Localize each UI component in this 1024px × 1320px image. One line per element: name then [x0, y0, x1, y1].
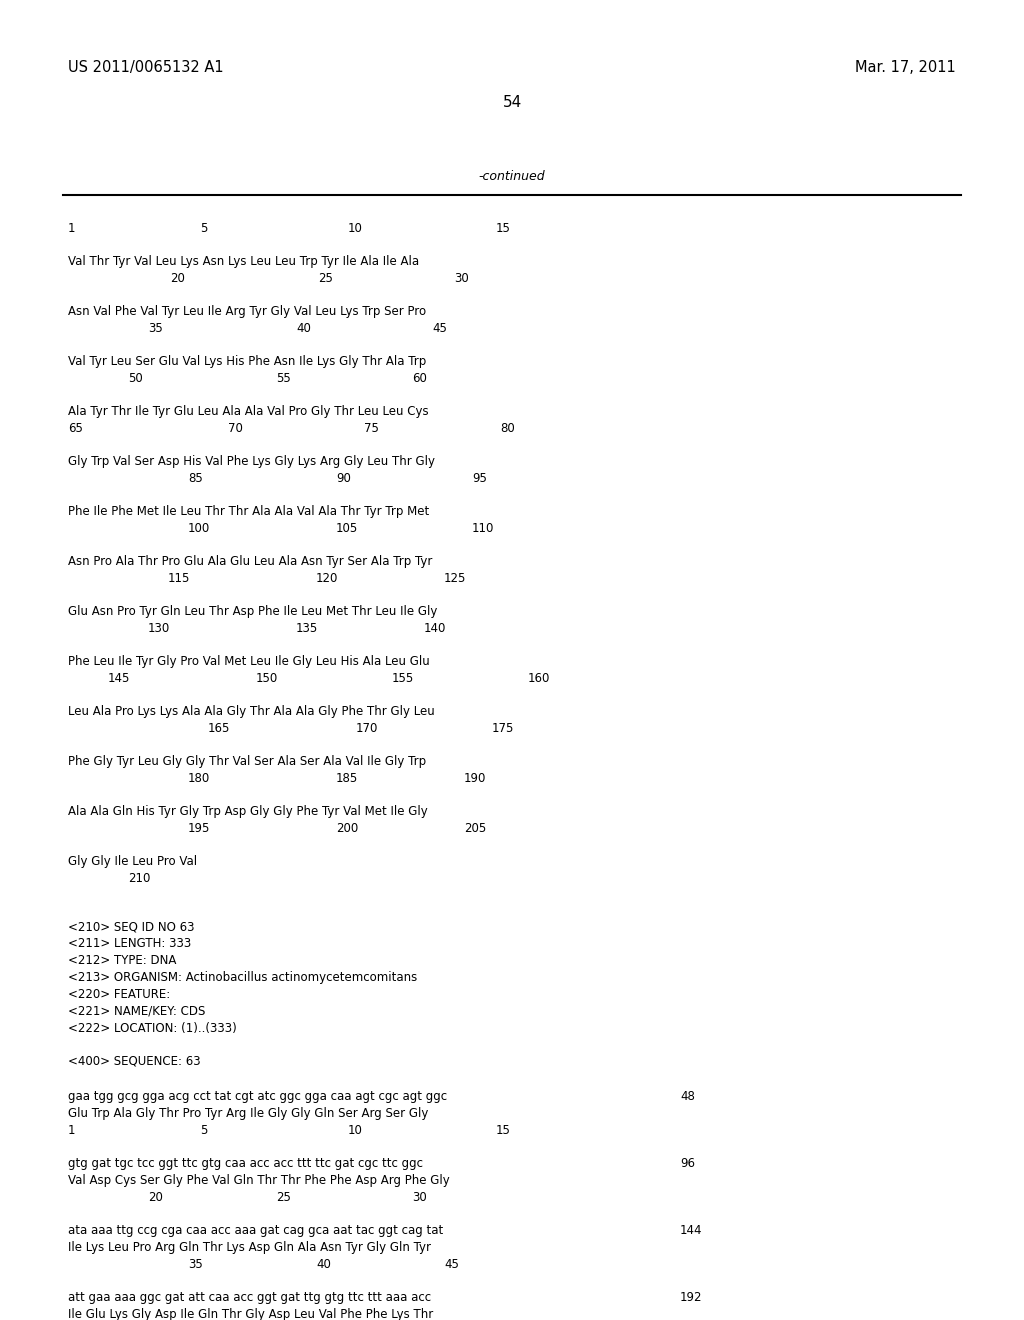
Text: 1: 1 [68, 222, 76, 235]
Text: 75: 75 [364, 422, 379, 436]
Text: 54: 54 [503, 95, 521, 110]
Text: Phe Leu Ile Tyr Gly Pro Val Met Leu Ile Gly Leu His Ala Leu Glu: Phe Leu Ile Tyr Gly Pro Val Met Leu Ile … [68, 655, 430, 668]
Text: Mar. 17, 2011: Mar. 17, 2011 [855, 59, 956, 75]
Text: 48: 48 [680, 1090, 695, 1104]
Text: 5: 5 [200, 222, 208, 235]
Text: 30: 30 [454, 272, 469, 285]
Text: 165: 165 [208, 722, 230, 735]
Text: 20: 20 [148, 1191, 163, 1204]
Text: Ile Glu Lys Gly Asp Ile Gln Thr Gly Asp Leu Val Phe Phe Lys Thr: Ile Glu Lys Gly Asp Ile Gln Thr Gly Asp … [68, 1308, 433, 1320]
Text: 145: 145 [108, 672, 130, 685]
Text: 1: 1 [68, 1125, 76, 1137]
Text: 10: 10 [348, 222, 362, 235]
Text: Phe Gly Tyr Leu Gly Gly Thr Val Ser Ala Ser Ala Val Ile Gly Trp: Phe Gly Tyr Leu Gly Gly Thr Val Ser Ala … [68, 755, 426, 768]
Text: 25: 25 [318, 272, 333, 285]
Text: 180: 180 [188, 772, 210, 785]
Text: 15: 15 [496, 1125, 511, 1137]
Text: 140: 140 [424, 622, 446, 635]
Text: 130: 130 [148, 622, 170, 635]
Text: Asn Pro Ala Thr Pro Glu Ala Glu Leu Ala Asn Tyr Ser Ala Trp Tyr: Asn Pro Ala Thr Pro Glu Ala Glu Leu Ala … [68, 554, 432, 568]
Text: 90: 90 [336, 473, 351, 484]
Text: 25: 25 [276, 1191, 291, 1204]
Text: <212> TYPE: DNA: <212> TYPE: DNA [68, 954, 176, 968]
Text: 135: 135 [296, 622, 318, 635]
Text: 115: 115 [168, 572, 190, 585]
Text: Leu Ala Pro Lys Lys Ala Ala Gly Thr Ala Ala Gly Phe Thr Gly Leu: Leu Ala Pro Lys Lys Ala Ala Gly Thr Ala … [68, 705, 435, 718]
Text: 205: 205 [464, 822, 486, 836]
Text: 45: 45 [432, 322, 446, 335]
Text: 192: 192 [680, 1291, 702, 1304]
Text: <211> LENGTH: 333: <211> LENGTH: 333 [68, 937, 191, 950]
Text: 175: 175 [492, 722, 514, 735]
Text: <213> ORGANISM: Actinobacillus actinomycetemcomitans: <213> ORGANISM: Actinobacillus actinomyc… [68, 972, 417, 983]
Text: Asn Val Phe Val Tyr Leu Ile Arg Tyr Gly Val Leu Lys Trp Ser Pro: Asn Val Phe Val Tyr Leu Ile Arg Tyr Gly … [68, 305, 426, 318]
Text: 30: 30 [412, 1191, 427, 1204]
Text: 40: 40 [316, 1258, 331, 1271]
Text: 95: 95 [472, 473, 486, 484]
Text: 60: 60 [412, 372, 427, 385]
Text: 15: 15 [496, 222, 511, 235]
Text: 185: 185 [336, 772, 358, 785]
Text: 5: 5 [200, 1125, 208, 1137]
Text: 45: 45 [444, 1258, 459, 1271]
Text: 195: 195 [188, 822, 210, 836]
Text: 20: 20 [170, 272, 185, 285]
Text: 35: 35 [148, 322, 163, 335]
Text: <222> LOCATION: (1)..(333): <222> LOCATION: (1)..(333) [68, 1022, 237, 1035]
Text: 55: 55 [276, 372, 291, 385]
Text: Glu Trp Ala Gly Thr Pro Tyr Arg Ile Gly Gly Gln Ser Arg Ser Gly: Glu Trp Ala Gly Thr Pro Tyr Arg Ile Gly … [68, 1107, 428, 1119]
Text: <210> SEQ ID NO 63: <210> SEQ ID NO 63 [68, 920, 195, 933]
Text: 85: 85 [188, 473, 203, 484]
Text: gtg gat tgc tcc ggt ttc gtg caa acc acc ttt ttc gat cgc ttc ggc: gtg gat tgc tcc ggt ttc gtg caa acc acc … [68, 1158, 423, 1170]
Text: Val Tyr Leu Ser Glu Val Lys His Phe Asn Ile Lys Gly Thr Ala Trp: Val Tyr Leu Ser Glu Val Lys His Phe Asn … [68, 355, 426, 368]
Text: 150: 150 [256, 672, 279, 685]
Text: 120: 120 [316, 572, 338, 585]
Text: 70: 70 [228, 422, 243, 436]
Text: 80: 80 [500, 422, 515, 436]
Text: 100: 100 [188, 521, 210, 535]
Text: Gly Trp Val Ser Asp His Val Phe Lys Gly Lys Arg Gly Leu Thr Gly: Gly Trp Val Ser Asp His Val Phe Lys Gly … [68, 455, 435, 469]
Text: Val Thr Tyr Val Leu Lys Asn Lys Leu Leu Trp Tyr Ile Ala Ile Ala: Val Thr Tyr Val Leu Lys Asn Lys Leu Leu … [68, 255, 419, 268]
Text: -continued: -continued [478, 170, 546, 183]
Text: 40: 40 [296, 322, 311, 335]
Text: Gly Gly Ile Leu Pro Val: Gly Gly Ile Leu Pro Val [68, 855, 198, 869]
Text: Ala Tyr Thr Ile Tyr Glu Leu Ala Ala Val Pro Gly Thr Leu Leu Cys: Ala Tyr Thr Ile Tyr Glu Leu Ala Ala Val … [68, 405, 429, 418]
Text: ata aaa ttg ccg cga caa acc aaa gat cag gca aat tac ggt cag tat: ata aaa ttg ccg cga caa acc aaa gat cag … [68, 1224, 443, 1237]
Text: 200: 200 [336, 822, 358, 836]
Text: 210: 210 [128, 873, 151, 884]
Text: 144: 144 [680, 1224, 702, 1237]
Text: 170: 170 [356, 722, 379, 735]
Text: gaa tgg gcg gga acg cct tat cgt atc ggc gga caa agt cgc agt ggc: gaa tgg gcg gga acg cct tat cgt atc ggc … [68, 1090, 447, 1104]
Text: <400> SEQUENCE: 63: <400> SEQUENCE: 63 [68, 1055, 201, 1068]
Text: US 2011/0065132 A1: US 2011/0065132 A1 [68, 59, 223, 75]
Text: Val Asp Cys Ser Gly Phe Val Gln Thr Thr Phe Phe Asp Arg Phe Gly: Val Asp Cys Ser Gly Phe Val Gln Thr Thr … [68, 1173, 450, 1187]
Text: att gaa aaa ggc gat att caa acc ggt gat ttg gtg ttc ttt aaa acc: att gaa aaa ggc gat att caa acc ggt gat … [68, 1291, 431, 1304]
Text: 160: 160 [528, 672, 550, 685]
Text: 125: 125 [444, 572, 466, 585]
Text: 96: 96 [680, 1158, 695, 1170]
Text: 65: 65 [68, 422, 83, 436]
Text: Ile Lys Leu Pro Arg Gln Thr Lys Asp Gln Ala Asn Tyr Gly Gln Tyr: Ile Lys Leu Pro Arg Gln Thr Lys Asp Gln … [68, 1241, 431, 1254]
Text: Glu Asn Pro Tyr Gln Leu Thr Asp Phe Ile Leu Met Thr Leu Ile Gly: Glu Asn Pro Tyr Gln Leu Thr Asp Phe Ile … [68, 605, 437, 618]
Text: 50: 50 [128, 372, 142, 385]
Text: <220> FEATURE:: <220> FEATURE: [68, 987, 170, 1001]
Text: 105: 105 [336, 521, 358, 535]
Text: 155: 155 [392, 672, 415, 685]
Text: 190: 190 [464, 772, 486, 785]
Text: 35: 35 [188, 1258, 203, 1271]
Text: 10: 10 [348, 1125, 362, 1137]
Text: <221> NAME/KEY: CDS: <221> NAME/KEY: CDS [68, 1005, 206, 1018]
Text: 110: 110 [472, 521, 495, 535]
Text: Phe Ile Phe Met Ile Leu Thr Thr Ala Ala Val Ala Thr Tyr Trp Met: Phe Ile Phe Met Ile Leu Thr Thr Ala Ala … [68, 506, 429, 517]
Text: Ala Ala Gln His Tyr Gly Trp Asp Gly Gly Phe Tyr Val Met Ile Gly: Ala Ala Gln His Tyr Gly Trp Asp Gly Gly … [68, 805, 428, 818]
